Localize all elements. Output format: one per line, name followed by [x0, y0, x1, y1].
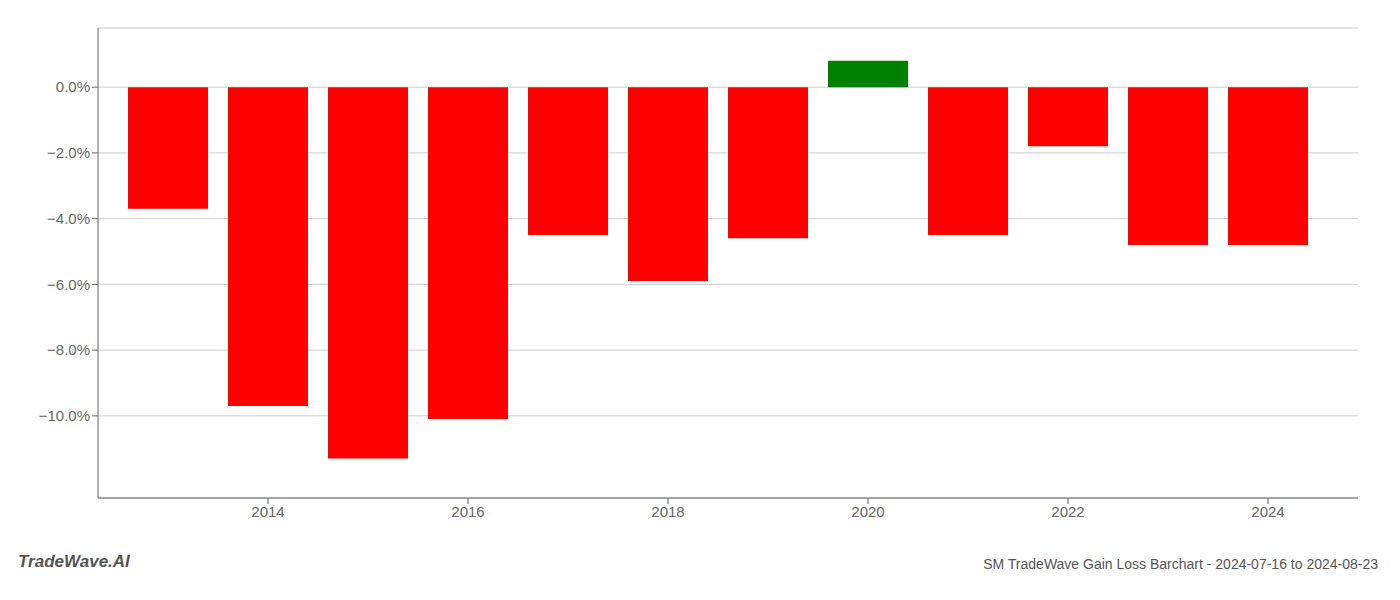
svg-text:−2.0%: −2.0% [47, 144, 90, 161]
svg-text:2020: 2020 [851, 503, 884, 520]
svg-text:2014: 2014 [251, 503, 284, 520]
svg-text:2016: 2016 [451, 503, 484, 520]
svg-text:2018: 2018 [651, 503, 684, 520]
html-text:SM TradeWave Gain Loss Barchar: SM TradeWave Gain Loss Barchart - 2024-0… [983, 556, 1378, 572]
svg-text:−4.0%: −4.0% [47, 210, 90, 227]
svg-text:−6.0%: −6.0% [47, 276, 90, 293]
svg-text:2022: 2022 [1051, 503, 1084, 520]
svg-text:−8.0%: −8.0% [47, 341, 90, 358]
svg-text:2024: 2024 [1251, 503, 1284, 520]
svg-text:0.0%: 0.0% [56, 78, 90, 95]
svg-text:−10.0%: −10.0% [39, 407, 90, 424]
html-text:TradeWave.AI: TradeWave.AI [18, 552, 130, 571]
